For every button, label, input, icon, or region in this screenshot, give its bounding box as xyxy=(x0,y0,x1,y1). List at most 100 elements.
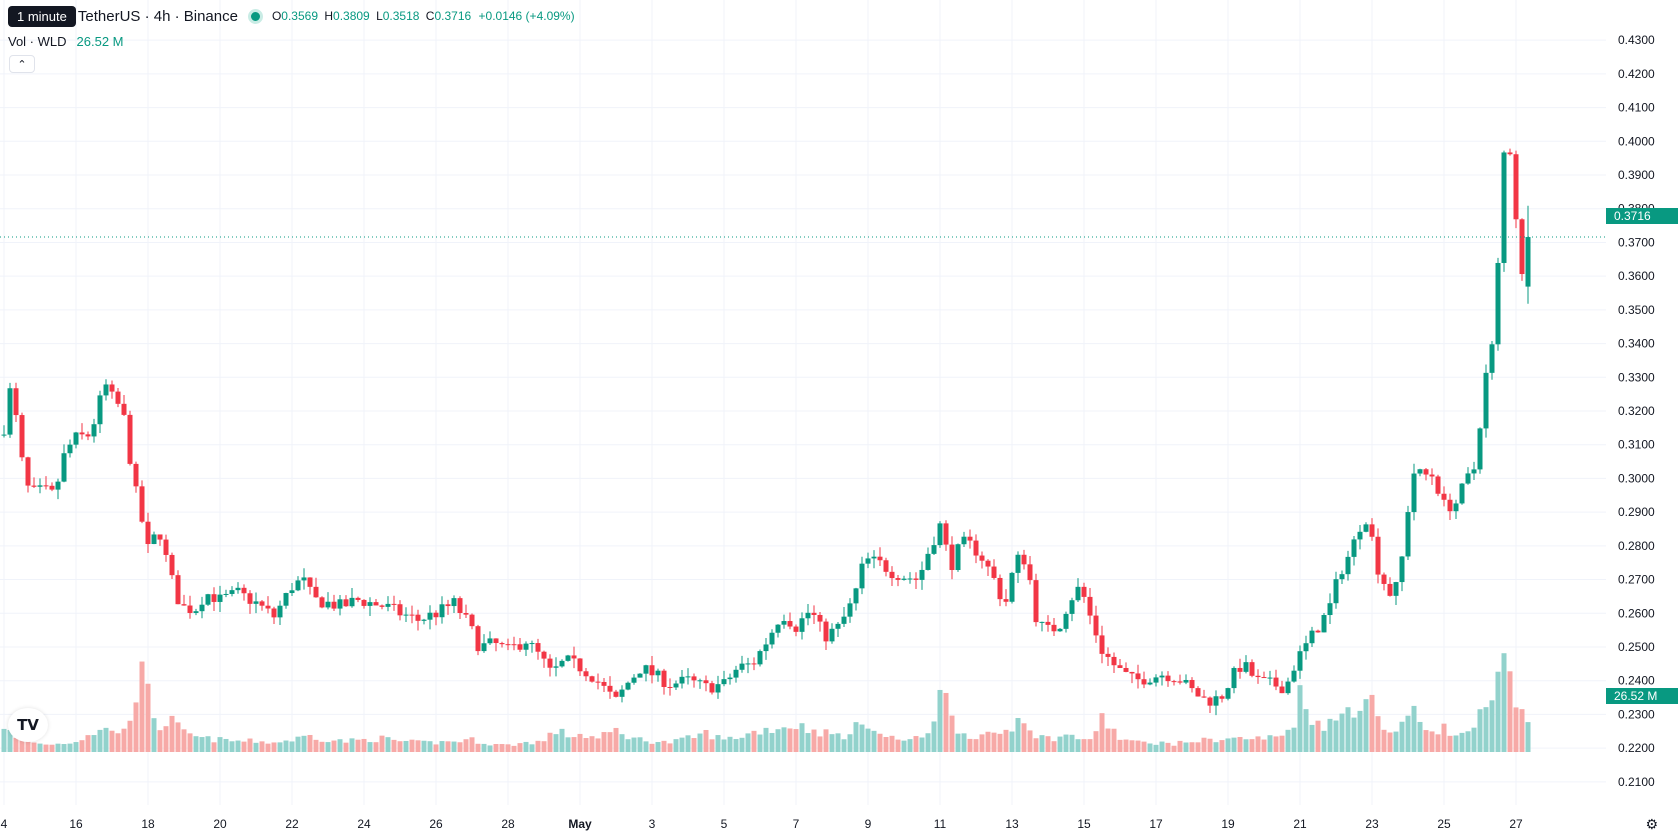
candle-body xyxy=(1195,688,1201,697)
price-tick-label: 0.3500 xyxy=(1618,303,1655,317)
price-tick-label: 0.4300 xyxy=(1618,33,1655,47)
candle-body xyxy=(1135,673,1141,680)
volume-bar xyxy=(55,743,61,752)
candle-body xyxy=(1465,473,1471,484)
candle-body xyxy=(937,523,943,546)
volume-bar xyxy=(1333,720,1339,752)
volume-bar xyxy=(13,737,19,752)
candle-body xyxy=(517,644,523,650)
volume-bar xyxy=(253,742,259,752)
candle-body xyxy=(727,677,733,680)
candle-body xyxy=(817,614,823,622)
volume-bar xyxy=(193,736,199,752)
volume-bar xyxy=(187,733,193,752)
candle-body xyxy=(67,444,73,454)
volume-bar xyxy=(1429,731,1435,752)
candle-body xyxy=(631,677,637,683)
candle-body xyxy=(1225,688,1231,699)
volume-bar xyxy=(757,734,763,752)
volume-bar xyxy=(1357,710,1363,752)
candle-body xyxy=(493,638,499,644)
volume-bar xyxy=(709,739,715,752)
time-tick-label: 27 xyxy=(1509,817,1523,831)
volume-bar xyxy=(49,744,55,752)
candle-body xyxy=(883,560,889,572)
symbol-title[interactable]: TetherUS · 4h · Binance xyxy=(77,7,238,25)
candle-body xyxy=(1453,503,1459,512)
volume-bar xyxy=(385,737,391,752)
volume-bar xyxy=(949,715,955,752)
candle-body xyxy=(619,689,625,697)
volume-bar xyxy=(1045,736,1051,752)
candle-body xyxy=(949,544,955,571)
candle-body xyxy=(1309,630,1315,644)
candle-body xyxy=(529,643,535,645)
interval-tooltip: 1 minute xyxy=(8,5,76,27)
volume-bar xyxy=(1315,720,1321,752)
candle-body xyxy=(1117,665,1123,668)
price-tick-label: 0.3000 xyxy=(1618,471,1655,485)
candle-body xyxy=(739,663,745,670)
candle-body xyxy=(865,558,871,564)
price-tick-label: 0.2300 xyxy=(1618,707,1655,721)
time-tick-label: 3 xyxy=(649,817,656,831)
volume-bar xyxy=(793,729,799,752)
volume-bar xyxy=(163,726,169,752)
candle-body xyxy=(571,655,577,659)
time-axis[interactable]: 4 16 18 20 22 24 26 28 May 3 5 7 9 11 13 15 17 19 21 23 25 27 xyxy=(1,817,1523,831)
volume-bar xyxy=(1387,732,1393,752)
candle-body xyxy=(679,676,685,684)
volume-bar xyxy=(265,743,271,752)
candle-body xyxy=(1153,677,1159,683)
volume-bar xyxy=(937,689,943,752)
candle-body xyxy=(379,605,385,607)
volume-bar xyxy=(565,737,571,752)
volume-bar xyxy=(223,738,229,752)
candle-body xyxy=(979,555,985,561)
volume-bar xyxy=(331,740,337,752)
candle-body xyxy=(1315,630,1321,633)
candle-body xyxy=(1183,679,1189,683)
volume-bar xyxy=(181,729,187,752)
price-axis[interactable]: 0.43000.42000.41000.40000.39000.38000.37… xyxy=(1618,33,1655,789)
volume-bar xyxy=(271,742,277,752)
volume-bar xyxy=(337,739,343,752)
price-tick-label: 0.2800 xyxy=(1618,539,1655,553)
candle-body xyxy=(1243,662,1249,672)
volume-bar xyxy=(307,734,313,752)
candle-body xyxy=(1231,667,1237,689)
volume-label[interactable]: Vol · WLD xyxy=(8,33,67,49)
volume-bar xyxy=(1273,736,1279,752)
volume-bar xyxy=(889,735,895,752)
candle-body xyxy=(769,632,775,645)
volume-bar xyxy=(1309,724,1315,752)
candle-body xyxy=(283,593,289,606)
candle-body xyxy=(793,626,799,632)
market-status-icon[interactable] xyxy=(247,8,263,24)
candle-body xyxy=(847,603,853,617)
chevron-up-icon[interactable]: ⌃ xyxy=(9,55,35,73)
volume-bar xyxy=(199,737,205,752)
candle-body xyxy=(313,586,319,598)
volume-bar xyxy=(499,744,505,752)
candle-body xyxy=(913,578,919,580)
candle-body xyxy=(1423,469,1429,475)
candle-body xyxy=(1147,682,1153,685)
volume-bar xyxy=(697,733,703,752)
legend-main: 1 minute TetherUS · 4h · Binance O0.3569… xyxy=(8,5,575,27)
low-label: L xyxy=(376,9,383,23)
time-tick-label: 17 xyxy=(1149,817,1163,831)
price-tick-label: 0.3200 xyxy=(1618,404,1655,418)
candle-body xyxy=(487,638,493,644)
volume-bar xyxy=(739,737,745,752)
volume-bar xyxy=(379,735,385,752)
volume-bar xyxy=(1117,739,1123,752)
candle-body xyxy=(1261,677,1267,679)
volume-bar xyxy=(1291,727,1297,752)
candle-body xyxy=(1075,586,1081,601)
volume-bar xyxy=(1093,731,1099,752)
gear-icon[interactable]: ⚙ xyxy=(1645,816,1658,832)
tradingview-logo-icon[interactable]: TV xyxy=(8,708,48,742)
volume-bar xyxy=(1069,734,1075,752)
